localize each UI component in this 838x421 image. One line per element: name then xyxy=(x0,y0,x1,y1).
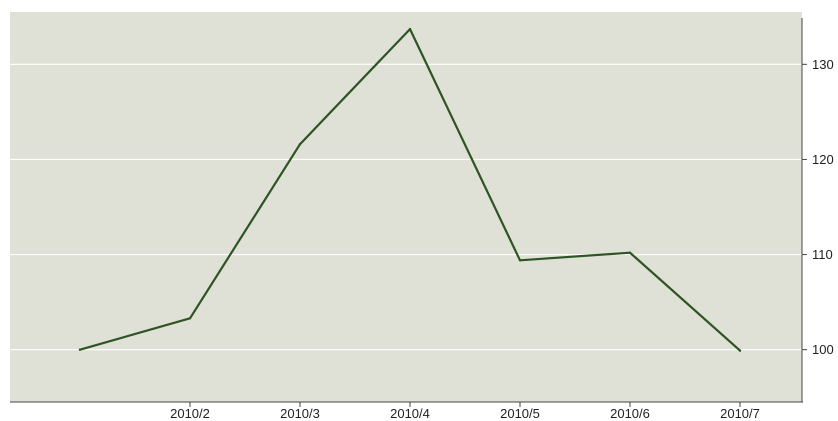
data-point-2010-1 xyxy=(78,348,82,351)
data-point-2010-7 xyxy=(738,349,742,352)
data-point-2010-2 xyxy=(188,317,192,320)
y-tick-label: 110 xyxy=(812,247,833,262)
x-tick-label: 2010/6 xyxy=(610,406,650,421)
x-tick-label: 2010/5 xyxy=(500,406,540,421)
data-point-2010-6 xyxy=(628,251,632,254)
x-tick-label: 2010/2 xyxy=(170,406,210,421)
y-tick-label: 120 xyxy=(812,152,834,167)
data-point-2010-4 xyxy=(408,27,412,31)
data-point-2010-5 xyxy=(518,259,522,262)
axes xyxy=(10,18,803,403)
x-tick-label: 2010/3 xyxy=(280,406,320,421)
x-axis-ticks: 2010/2 2010/3 2010/4 2010/5 2010/6 2010/7 xyxy=(170,402,760,421)
gridlines xyxy=(10,63,802,351)
x-tick-label: 2010/4 xyxy=(390,406,430,421)
x-tick-label: 2010/7 xyxy=(720,406,760,421)
data-points xyxy=(78,27,742,352)
y-tick-label: 130 xyxy=(812,57,834,72)
plot-background xyxy=(10,12,802,402)
y-tick-label: 100 xyxy=(812,342,834,357)
data-point-2010-3 xyxy=(298,143,302,146)
y-axis-ticks: 100 110 120 130 xyxy=(802,57,834,357)
